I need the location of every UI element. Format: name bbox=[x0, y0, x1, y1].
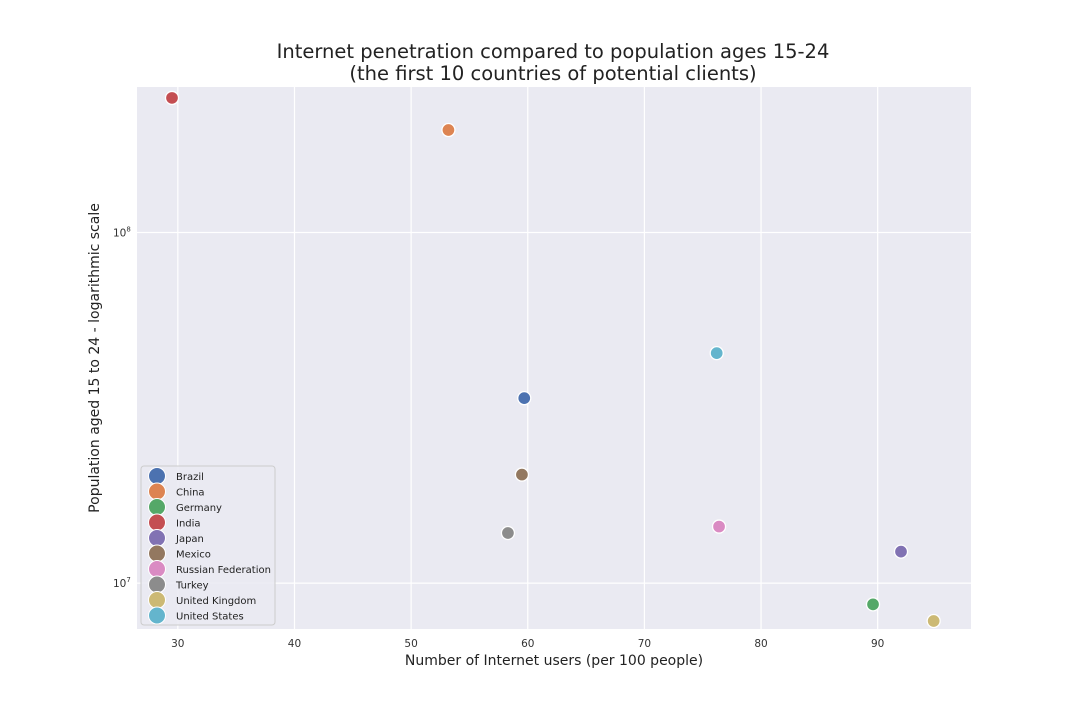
data-point-united-states bbox=[709, 345, 724, 361]
x-tick-label: 60 bbox=[521, 638, 534, 650]
legend-marker bbox=[148, 467, 166, 485]
legend-marker bbox=[148, 513, 166, 532]
legend-label: China bbox=[176, 488, 205, 499]
data-point-united-kingdom bbox=[926, 613, 941, 629]
data-point-india bbox=[164, 90, 180, 106]
y-axis-ticks: 107 108 bbox=[113, 226, 131, 591]
legend-label: Turkey bbox=[175, 581, 209, 592]
plot-area bbox=[137, 87, 971, 629]
grid bbox=[137, 87, 971, 629]
x-tick-label: 30 bbox=[171, 638, 184, 650]
legend-label: Japan bbox=[175, 534, 204, 545]
y-tick-label: 107 bbox=[113, 576, 131, 590]
legend-marker bbox=[148, 591, 166, 609]
data-point-russian-federation bbox=[711, 519, 727, 534]
x-axis-ticks: 30 40 50 60 70 80 90 bbox=[171, 638, 884, 650]
legend-label: United States bbox=[176, 612, 244, 623]
legend-items: Brazil China Germany India Japan Mexico Russia… bbox=[148, 467, 271, 625]
legend-box bbox=[140, 465, 276, 626]
data-point-japan bbox=[893, 544, 909, 559]
data-point-brazil bbox=[517, 390, 532, 406]
legend-label: India bbox=[176, 519, 201, 530]
legend-label: Germany bbox=[176, 503, 222, 514]
legend-label: United Kingdom bbox=[176, 596, 256, 607]
chart-subtitle: (the first 10 countries of potential cli… bbox=[349, 62, 756, 85]
x-tick-label: 70 bbox=[638, 638, 651, 650]
data-points bbox=[164, 90, 941, 629]
data-point-germany bbox=[865, 597, 881, 612]
x-axis-label: Number of Internet users (per 100 people… bbox=[405, 653, 703, 669]
data-point-turkey bbox=[500, 525, 516, 541]
legend-label: Mexico bbox=[176, 550, 211, 561]
x-tick-label: 50 bbox=[404, 638, 417, 650]
x-tick-label: 90 bbox=[871, 638, 884, 650]
legend-label: Brazil bbox=[176, 472, 204, 483]
x-tick-label: 80 bbox=[754, 638, 767, 650]
legend-marker bbox=[148, 482, 166, 501]
chart-title: Internet penetration compared to populat… bbox=[277, 40, 830, 63]
legend-marker bbox=[148, 575, 166, 594]
legend-marker bbox=[148, 606, 166, 625]
legend-marker bbox=[148, 544, 166, 563]
legend-marker bbox=[148, 498, 166, 516]
legend: Brazil China Germany India Japan Mexico Russia… bbox=[140, 465, 276, 626]
data-point-mexico bbox=[514, 467, 530, 482]
legend-marker bbox=[148, 560, 166, 578]
legend-marker bbox=[148, 529, 166, 547]
x-tick-label: 40 bbox=[288, 638, 301, 650]
legend-label: Russian Federation bbox=[176, 565, 271, 576]
data-point-china bbox=[441, 122, 456, 138]
y-axis-label: Population aged 15 to 24 - logarithmic s… bbox=[87, 203, 103, 513]
y-tick-label: 108 bbox=[113, 226, 131, 240]
